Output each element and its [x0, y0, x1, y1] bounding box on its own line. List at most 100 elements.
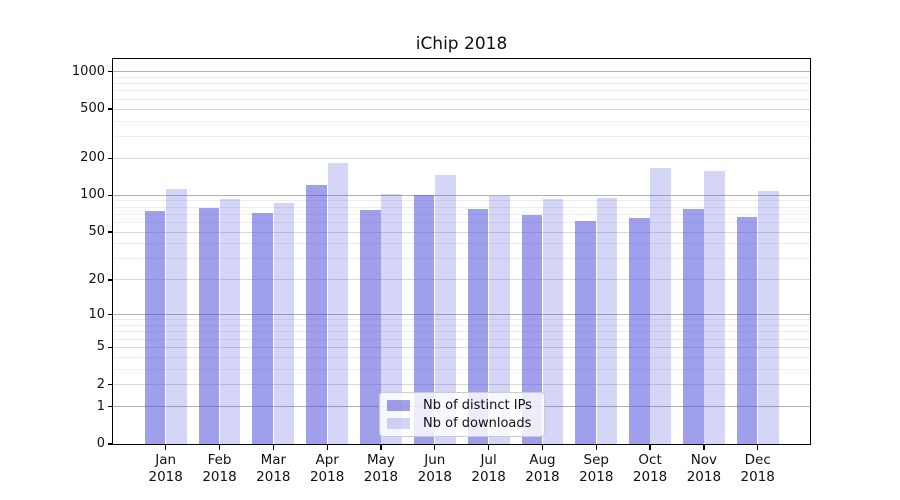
plot-area	[113, 59, 810, 444]
x-tick-label-aug: Aug 2018	[525, 452, 560, 485]
x-tick-mark-feb	[218, 445, 221, 450]
x-tick-mark-apr	[326, 445, 328, 450]
gridline-y-minor-9	[113, 319, 810, 321]
y-tick-mark-1000	[108, 71, 113, 73]
y-tick-mark-10	[108, 314, 113, 316]
x-tick-mark-oct	[649, 445, 651, 450]
bar-downloads-jun	[435, 174, 456, 444]
y-tick-mark-1	[108, 406, 113, 408]
x-tick-label-feb: Feb 2018	[202, 452, 237, 485]
bar-distinct-ips-aug	[521, 215, 543, 444]
gridline-y-minor-30	[113, 258, 810, 260]
x-tick-mark-sep	[595, 445, 597, 450]
bar-distinct-ips-dec	[736, 217, 758, 444]
bar-distinct-ips-jul	[467, 208, 489, 444]
x-tick-mark-nov	[703, 445, 705, 450]
legend: Nb of distinct IPs Nb of downloads	[379, 392, 545, 437]
gridline-y-minor-60	[113, 221, 810, 223]
gridline-y-minor-70	[113, 213, 810, 215]
y-tick-mark-5	[108, 346, 113, 349]
bar-distinct-ips-may	[360, 209, 381, 444]
gridline-y-minor-6	[113, 338, 810, 340]
gridline-y-minor-400	[113, 120, 810, 122]
bar-downloads-mar	[273, 202, 295, 444]
y-tick-mark-20	[108, 279, 113, 281]
x-tick-label-nov: Nov 2018	[686, 452, 722, 485]
x-tick-mark-may	[380, 445, 382, 450]
y-tick-label-500: 500	[80, 101, 105, 117]
gridline-y-minor-900	[113, 76, 810, 78]
x-tick-mark-dec	[757, 445, 759, 450]
gridline-y-minor-800	[113, 83, 810, 85]
bar-distinct-ips-mar	[252, 212, 273, 444]
y-tick-mark-2	[108, 384, 113, 386]
x-tick-label-jun: Jun 2018	[417, 452, 452, 485]
x-tick-mark-aug	[541, 445, 544, 450]
x-tick-label-mar: Mar 2018	[256, 452, 291, 485]
bar-distinct-ips-nov	[683, 208, 704, 444]
legend-label-distinct-ips: Nb of distinct IPs	[423, 398, 532, 413]
gridline-y-minor-700	[113, 90, 810, 92]
gridline-y-minor-300	[113, 135, 810, 137]
gridline-y-minor-600	[113, 98, 810, 100]
bar-distinct-ips-sep	[575, 220, 596, 444]
gridline-y-50	[113, 231, 810, 233]
y-tick-label-200: 200	[80, 150, 105, 166]
bar-distinct-ips-apr	[306, 185, 327, 444]
bar-downloads-feb	[219, 199, 241, 444]
gridline-y-1000	[113, 71, 810, 73]
gridline-y-200	[113, 157, 810, 159]
x-tick-label-may: May 2018	[363, 452, 399, 485]
y-tick-mark-100	[108, 194, 113, 196]
bar-distinct-ips-jan	[144, 210, 166, 444]
bar-downloads-sep	[596, 198, 618, 444]
gridline-y-minor-3	[113, 368, 810, 370]
y-tick-label-5: 5	[96, 339, 105, 355]
bar-downloads-nov	[704, 171, 725, 444]
y-tick-label-20: 20	[88, 271, 105, 287]
x-tick-mark-jul	[487, 445, 490, 450]
legend-swatch-distinct-ips	[387, 400, 410, 411]
x-tick-label-jan: Jan 2018	[148, 452, 183, 485]
gridline-y-minor-40	[113, 243, 810, 245]
legend-swatch-downloads	[387, 418, 410, 429]
y-tick-label-10: 10	[88, 306, 105, 322]
x-tick-label-oct: Oct 2018	[632, 452, 668, 485]
bar-downloads-oct	[650, 167, 671, 444]
legend-label-downloads: Nb of downloads	[423, 416, 532, 431]
x-tick-label-dec: Dec 2018	[740, 452, 775, 485]
gridline-y-2	[113, 384, 810, 386]
x-tick-mark-jan	[165, 445, 167, 450]
gridline-y-500	[113, 108, 810, 110]
gridline-y-10	[113, 314, 810, 316]
bar-downloads-aug	[542, 198, 564, 444]
gridline-y-minor-8	[113, 325, 810, 327]
bar-distinct-ips-jun	[413, 195, 435, 444]
gridline-y-5	[113, 346, 810, 348]
y-tick-mark-200	[108, 157, 113, 159]
y-tick-label-1000: 1000	[71, 63, 105, 79]
x-tick-mark-mar	[272, 445, 274, 450]
x-tick-mark-jun	[434, 445, 436, 450]
bar-distinct-ips-feb	[198, 207, 220, 444]
y-tick-mark-50	[108, 231, 113, 233]
gridline-y-minor-7	[113, 331, 810, 333]
bar-downloads-apr	[327, 162, 349, 444]
legend-item-distinct-ips: Nb of distinct IPs	[387, 398, 544, 413]
gridline-y-minor-4	[113, 356, 810, 358]
y-tick-label-2: 2	[96, 376, 105, 392]
gridline-y-minor-80	[113, 206, 810, 208]
y-tick-label-0: 0	[96, 436, 105, 451]
y-tick-mark-0	[108, 443, 113, 445]
x-tick-label-jul: Jul 2018	[471, 452, 506, 485]
bar-downloads-jul	[489, 195, 510, 444]
gridline-y-minor-90	[113, 200, 810, 202]
y-tick-label-1: 1	[96, 398, 105, 414]
gridline-y-20	[113, 279, 810, 281]
bar-downloads-jan	[166, 189, 187, 444]
x-tick-label-sep: Sep 2018	[579, 452, 614, 485]
bar-distinct-ips-oct	[629, 218, 650, 444]
y-tick-label-100: 100	[80, 187, 105, 203]
y-tick-mark-500	[108, 108, 113, 110]
